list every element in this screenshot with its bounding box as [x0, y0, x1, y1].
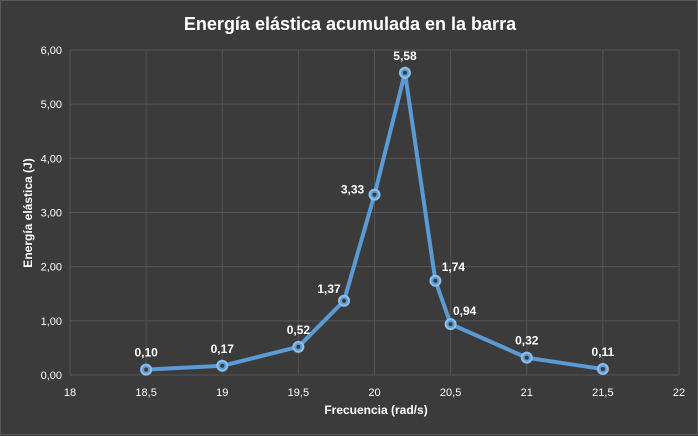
data-point-center	[342, 298, 347, 303]
data-label: 0,32	[515, 334, 539, 348]
data-label: 1,74	[442, 260, 466, 274]
y-tick-label: 2,00	[41, 262, 62, 274]
data-point-center	[144, 367, 149, 372]
data-label: 0,11	[592, 345, 615, 359]
data-label: 0,94	[453, 304, 477, 318]
x-tick-label: 21	[521, 387, 533, 399]
series-line	[144, 70, 605, 372]
x-tick-label: 21,5	[592, 387, 613, 399]
chart-title: Energía elástica acumulada en la barra	[184, 14, 517, 34]
data-point-center	[220, 363, 225, 368]
gridlines	[69, 49, 680, 376]
y-tick-label: 5,00	[41, 99, 62, 111]
y-tick-label: 1,00	[41, 316, 62, 328]
data-point-center	[372, 192, 377, 197]
data-point-center	[448, 322, 453, 327]
data-label: 0,52	[287, 323, 311, 337]
data-point-center	[296, 344, 301, 349]
x-tick-label: 18	[64, 387, 76, 399]
x-tick-label: 18,5	[135, 387, 156, 399]
y-tick-label: 6,00	[41, 45, 62, 57]
data-point-center	[600, 367, 605, 372]
y-tick-label: 3,00	[41, 208, 62, 220]
data-label: 1,37	[317, 282, 341, 296]
y-tick-label: 4,00	[41, 153, 62, 165]
x-tick-label: 19,5	[288, 387, 309, 399]
data-label: 3,33	[341, 183, 365, 197]
data-point-center	[433, 278, 438, 283]
data-point-center	[402, 70, 407, 75]
y-axis-label: Energía elástica (J)	[21, 158, 35, 267]
data-labels: 0,10 0,17 0,52 1,37 3,33 5,58 1,74 0,94 0,32 0,11	[134, 49, 614, 360]
data-label: 0,17	[211, 342, 235, 356]
x-tick-label: 20	[368, 387, 380, 399]
data-series	[140, 66, 609, 376]
data-label: 5,58	[393, 49, 417, 63]
x-axis-label: Frecuencia (rad/s)	[324, 403, 427, 417]
data-point-center	[524, 355, 529, 360]
data-label: 0,10	[134, 346, 158, 360]
x-tick-label: 19	[216, 387, 228, 399]
x-tick-label: 22	[673, 387, 685, 399]
axis-ticks: 0,00 1,00 2,00 3,00 4,00 5,00 6,00 18 18,5 19 19,5…	[41, 45, 686, 399]
y-tick-label: 0,00	[41, 370, 62, 382]
x-tick-label: 20,5	[440, 387, 461, 399]
